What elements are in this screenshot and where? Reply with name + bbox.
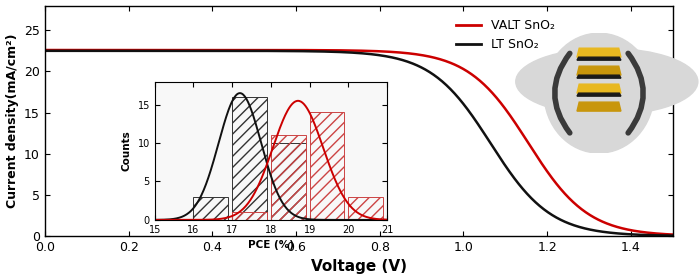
VALT SnO₂ bbox=[411, 52, 419, 56]
Y-axis label: Current density(mA/cm²): Current density(mA/cm²) bbox=[6, 34, 19, 208]
LT SnO₂ bbox=[41, 49, 49, 53]
LT SnO₂ bbox=[460, 103, 468, 107]
LT SnO₂ bbox=[202, 49, 211, 53]
VALT SnO₂ bbox=[668, 233, 677, 236]
X-axis label: Voltage (V): Voltage (V) bbox=[311, 260, 407, 274]
VALT SnO₂ bbox=[202, 48, 211, 52]
Line: VALT SnO₂: VALT SnO₂ bbox=[45, 50, 673, 235]
LT SnO₂ bbox=[668, 234, 677, 237]
VALT SnO₂ bbox=[513, 125, 522, 128]
Circle shape bbox=[516, 48, 698, 115]
VALT SnO₂ bbox=[41, 48, 49, 52]
Legend: VALT SnO₂, LT SnO₂: VALT SnO₂, LT SnO₂ bbox=[451, 14, 560, 56]
VALT SnO₂ bbox=[152, 48, 160, 52]
LT SnO₂ bbox=[325, 50, 333, 53]
VALT SnO₂ bbox=[325, 48, 333, 52]
VALT SnO₂ bbox=[460, 68, 468, 71]
Line: LT SnO₂: LT SnO₂ bbox=[45, 51, 673, 235]
LT SnO₂ bbox=[513, 181, 522, 184]
LT SnO₂ bbox=[152, 49, 160, 53]
LT SnO₂ bbox=[411, 63, 419, 66]
